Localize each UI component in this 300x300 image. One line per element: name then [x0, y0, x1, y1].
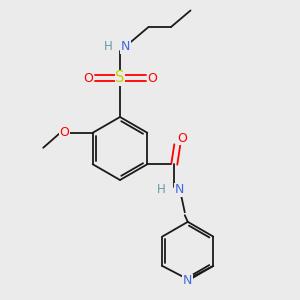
Text: O: O [83, 71, 93, 85]
Text: N: N [183, 274, 193, 287]
Text: O: O [177, 132, 187, 145]
Text: S: S [115, 70, 125, 86]
Text: H: H [156, 183, 165, 196]
Text: O: O [59, 126, 69, 139]
Text: N: N [175, 183, 184, 196]
Text: H: H [103, 40, 112, 53]
Text: O: O [147, 71, 157, 85]
Text: N: N [121, 40, 130, 53]
